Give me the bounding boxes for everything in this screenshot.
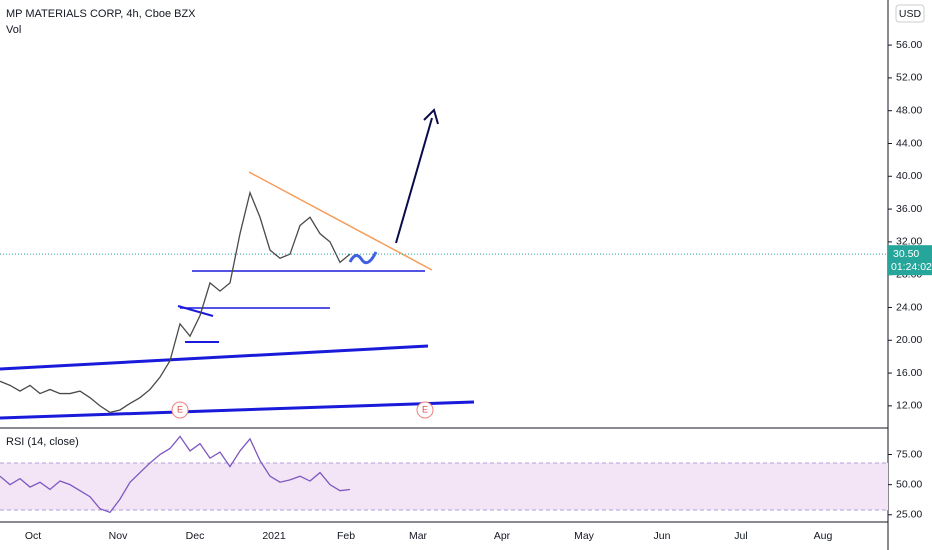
x-tick-label: Nov — [109, 530, 128, 542]
trend-line — [248, 171, 433, 271]
x-tick-label: Oct — [25, 530, 41, 542]
flag-line — [177, 305, 214, 317]
currency[interactable]: USD — [899, 8, 922, 20]
x-tick-label: Dec — [186, 530, 205, 542]
y-tick-label: 36.00 — [896, 203, 922, 215]
earnings-label[interactable]: E — [177, 404, 183, 414]
earnings-label[interactable]: E — [422, 404, 428, 414]
y-tick-label: 12.00 — [896, 400, 922, 412]
x-tick-label: Aug — [814, 530, 833, 542]
x-tick-label: Jun — [654, 530, 671, 542]
channel-line — [0, 344, 429, 371]
y-tick-label: 32.00 — [896, 236, 922, 248]
rsi-band — [0, 463, 888, 510]
x-tick-label: Jul — [734, 530, 747, 542]
y-tick-label: 25.00 — [896, 509, 922, 521]
y-tick-label: 40.00 — [896, 170, 922, 182]
y-tick-label: 75.00 — [896, 448, 922, 460]
last-price-label: 30.50 — [893, 248, 919, 260]
channel-line — [0, 400, 475, 420]
earnings-marker[interactable] — [171, 401, 189, 419]
rsi-title: RSI (14, close) — [6, 436, 79, 448]
y-tick-label: 48.00 — [896, 104, 922, 116]
symbol-title: MP MATERIALS CORP, 4h, Cboe BZX — [6, 8, 196, 20]
price-line — [0, 190, 351, 414]
last-price-box — [888, 245, 932, 276]
x-tick-label: Feb — [337, 530, 355, 542]
y-tick-label: 24.00 — [896, 301, 922, 313]
x-tick-label: Apr — [494, 530, 511, 542]
currency-box[interactable] — [895, 4, 925, 23]
y-tick-label: 56.00 — [896, 39, 922, 51]
x-tick-label: Mar — [409, 530, 428, 542]
squiggle — [348, 251, 378, 265]
arrow-head — [423, 108, 439, 125]
x-tick-label: May — [574, 530, 595, 542]
x-tick-label: 2021 — [262, 530, 286, 542]
arrow — [395, 117, 433, 244]
volume-label: Vol — [6, 24, 21, 36]
price-line — [0, 435, 351, 514]
y-tick-label: 50.00 — [896, 478, 922, 490]
earnings-marker[interactable] — [416, 401, 434, 419]
y-tick-label: 20.00 — [896, 334, 922, 346]
y-tick-label: 44.00 — [896, 137, 922, 149]
y-tick-label: 52.00 — [896, 72, 922, 84]
y-tick-label: 16.00 — [896, 367, 922, 379]
timer: 01:24:02 — [891, 261, 932, 273]
